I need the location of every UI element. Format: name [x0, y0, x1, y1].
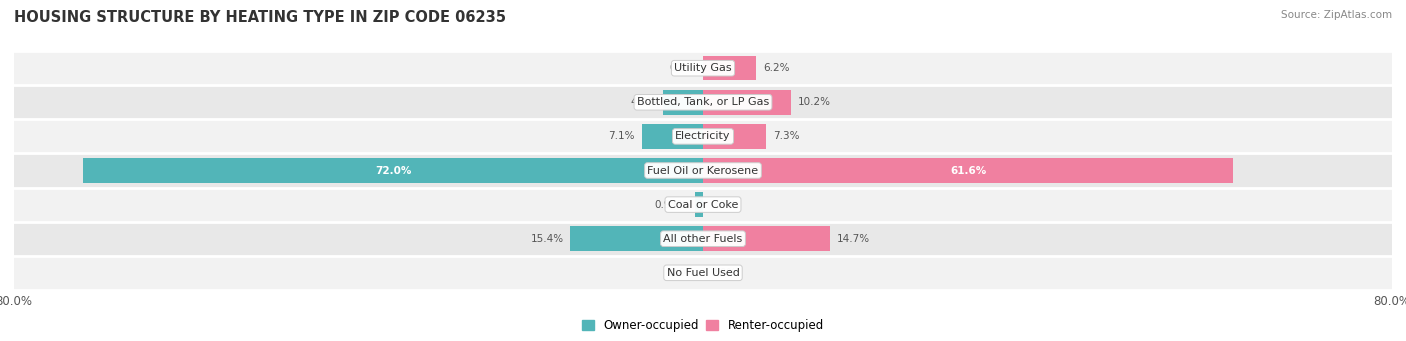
Bar	[703, 226, 830, 251]
Legend: Owner-occupied, Renter-occupied: Owner-occupied, Renter-occupied	[578, 314, 828, 337]
Text: Fuel Oil or Kerosene: Fuel Oil or Kerosene	[647, 165, 759, 176]
Text: All other Fuels: All other Fuels	[664, 234, 742, 244]
Text: 15.4%: 15.4%	[530, 234, 564, 244]
Text: 72.0%: 72.0%	[375, 165, 411, 176]
Bar	[14, 188, 1392, 222]
Bar	[695, 192, 703, 217]
Text: 6.2%: 6.2%	[763, 63, 790, 73]
Bar	[14, 119, 1392, 153]
Text: 0.0%: 0.0%	[669, 63, 696, 73]
Text: 0.0%: 0.0%	[710, 268, 737, 278]
Bar	[703, 158, 1233, 183]
Bar	[83, 158, 703, 183]
Bar	[14, 51, 1392, 85]
Text: 10.2%: 10.2%	[797, 97, 831, 107]
Text: 4.6%: 4.6%	[630, 97, 657, 107]
Text: 0.0%: 0.0%	[669, 268, 696, 278]
Bar	[703, 56, 756, 80]
Text: 61.6%: 61.6%	[950, 165, 987, 176]
Bar	[14, 222, 1392, 256]
Bar	[703, 90, 790, 115]
Bar	[14, 256, 1392, 290]
Text: Electricity: Electricity	[675, 131, 731, 142]
Text: 7.1%: 7.1%	[609, 131, 636, 142]
Bar	[664, 90, 703, 115]
Text: Source: ZipAtlas.com: Source: ZipAtlas.com	[1281, 10, 1392, 20]
Text: 0.97%: 0.97%	[655, 199, 688, 210]
Bar	[14, 153, 1392, 188]
Bar	[703, 124, 766, 149]
Bar	[643, 124, 703, 149]
Text: No Fuel Used: No Fuel Used	[666, 268, 740, 278]
Text: Bottled, Tank, or LP Gas: Bottled, Tank, or LP Gas	[637, 97, 769, 107]
Text: 7.3%: 7.3%	[773, 131, 799, 142]
Bar	[571, 226, 703, 251]
Text: 14.7%: 14.7%	[837, 234, 869, 244]
Bar	[14, 85, 1392, 119]
Text: Utility Gas: Utility Gas	[675, 63, 731, 73]
Text: HOUSING STRUCTURE BY HEATING TYPE IN ZIP CODE 06235: HOUSING STRUCTURE BY HEATING TYPE IN ZIP…	[14, 10, 506, 25]
Text: Coal or Coke: Coal or Coke	[668, 199, 738, 210]
Text: 0.0%: 0.0%	[710, 199, 737, 210]
